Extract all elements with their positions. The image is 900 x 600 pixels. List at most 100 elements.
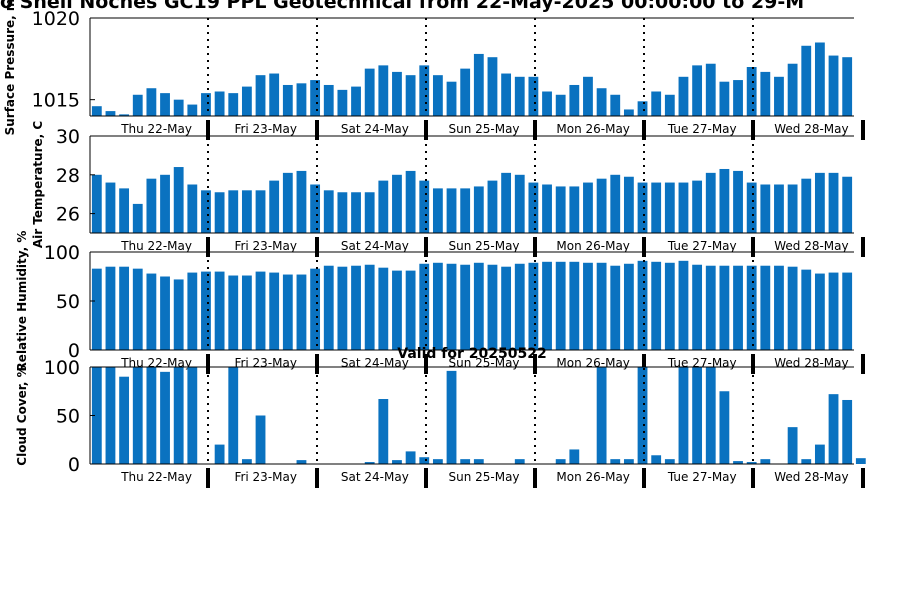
bar [214,271,225,350]
bar [855,458,866,464]
y-tick-label: 26 [56,204,80,226]
bar [214,444,225,464]
bar [664,262,675,350]
x-tick-label: Sat 24-May [341,239,409,253]
bar [160,276,170,350]
y-tick-label: 100 [44,357,80,379]
bar [842,272,853,350]
bar [555,94,566,116]
bar [146,178,157,233]
bar [528,182,539,233]
bar [405,451,416,464]
bar [214,192,225,233]
panel-1: 1015 1020 Surface Pressure, m Thu 22-May Fri… [3,0,865,140]
bar [787,184,798,233]
bar [201,93,211,116]
y-tick-label: 0 [68,340,80,362]
bar [392,270,402,350]
bar [678,76,689,116]
bar [542,184,552,233]
bar [228,367,239,464]
bar [760,184,771,233]
x-tick-label: Thu 22-May [120,239,192,253]
bar [828,55,839,116]
bar [678,367,689,464]
bar [132,268,143,350]
bar [733,80,743,116]
x-tick-label: Sat 24-May [341,470,409,484]
bar [664,182,675,233]
bar [201,190,211,233]
bar [405,75,416,116]
bar [473,186,484,233]
y-axis-label: Cloud Cover, % [15,365,29,465]
bar [228,275,239,350]
bar [787,427,798,464]
bar [828,172,839,233]
x-tick-label: Sun 25-May [448,239,519,253]
y-axis-label: Air Temperature, C [31,121,45,249]
bar [160,174,170,233]
bar [160,93,170,116]
bar [392,174,402,233]
bar [337,89,348,116]
bar [241,86,252,116]
bar [364,264,375,350]
bar [146,88,157,116]
bar [678,182,689,233]
bar [746,265,757,350]
bar [173,167,184,233]
bar [787,63,798,116]
bar [323,84,334,116]
bar [637,101,648,116]
bar [282,84,293,116]
bar [746,462,757,464]
bar [187,367,198,464]
bar [351,192,361,233]
bar [364,68,375,116]
bar [241,275,252,350]
bar [514,76,525,116]
bar [392,460,402,464]
bar [337,266,348,350]
y-tick-label: 28 [56,165,80,187]
bar [623,263,634,350]
x-tick-label: Mon 26-May [556,239,630,253]
x-tick-label: Sun 25-May [448,122,519,136]
bar [405,170,416,233]
y-tick-label: 100 [44,242,80,264]
bar [310,184,321,233]
bar [119,114,130,116]
x-tick-label: Mon 26-May [556,470,630,484]
bar [814,273,825,350]
bar [487,264,498,350]
bar [760,459,771,464]
bar [501,73,512,116]
x-tick-label: Tue 27-May [667,470,737,484]
bar [119,376,130,464]
bar [555,261,566,350]
bar [241,190,252,233]
bar [555,459,566,464]
bar [132,94,143,116]
y-tick-label: 30 [56,126,80,148]
bar [187,104,198,116]
y-tick-label: 1015 [32,90,80,112]
bar [733,461,743,464]
bar [651,91,662,116]
bar [774,76,784,116]
bar [814,172,825,233]
bar [623,459,634,464]
bar [351,265,361,350]
bar [419,180,430,233]
bar [528,262,539,350]
bar [432,459,443,464]
chart-title: o Shell Noches GC19 PPL Geotechnical fro… [0,0,804,13]
bar [282,172,293,233]
bar [514,263,525,350]
bar [651,455,662,464]
bar [255,190,266,233]
x-tick-label: Wed 28-May [774,239,848,253]
bar [460,68,471,116]
